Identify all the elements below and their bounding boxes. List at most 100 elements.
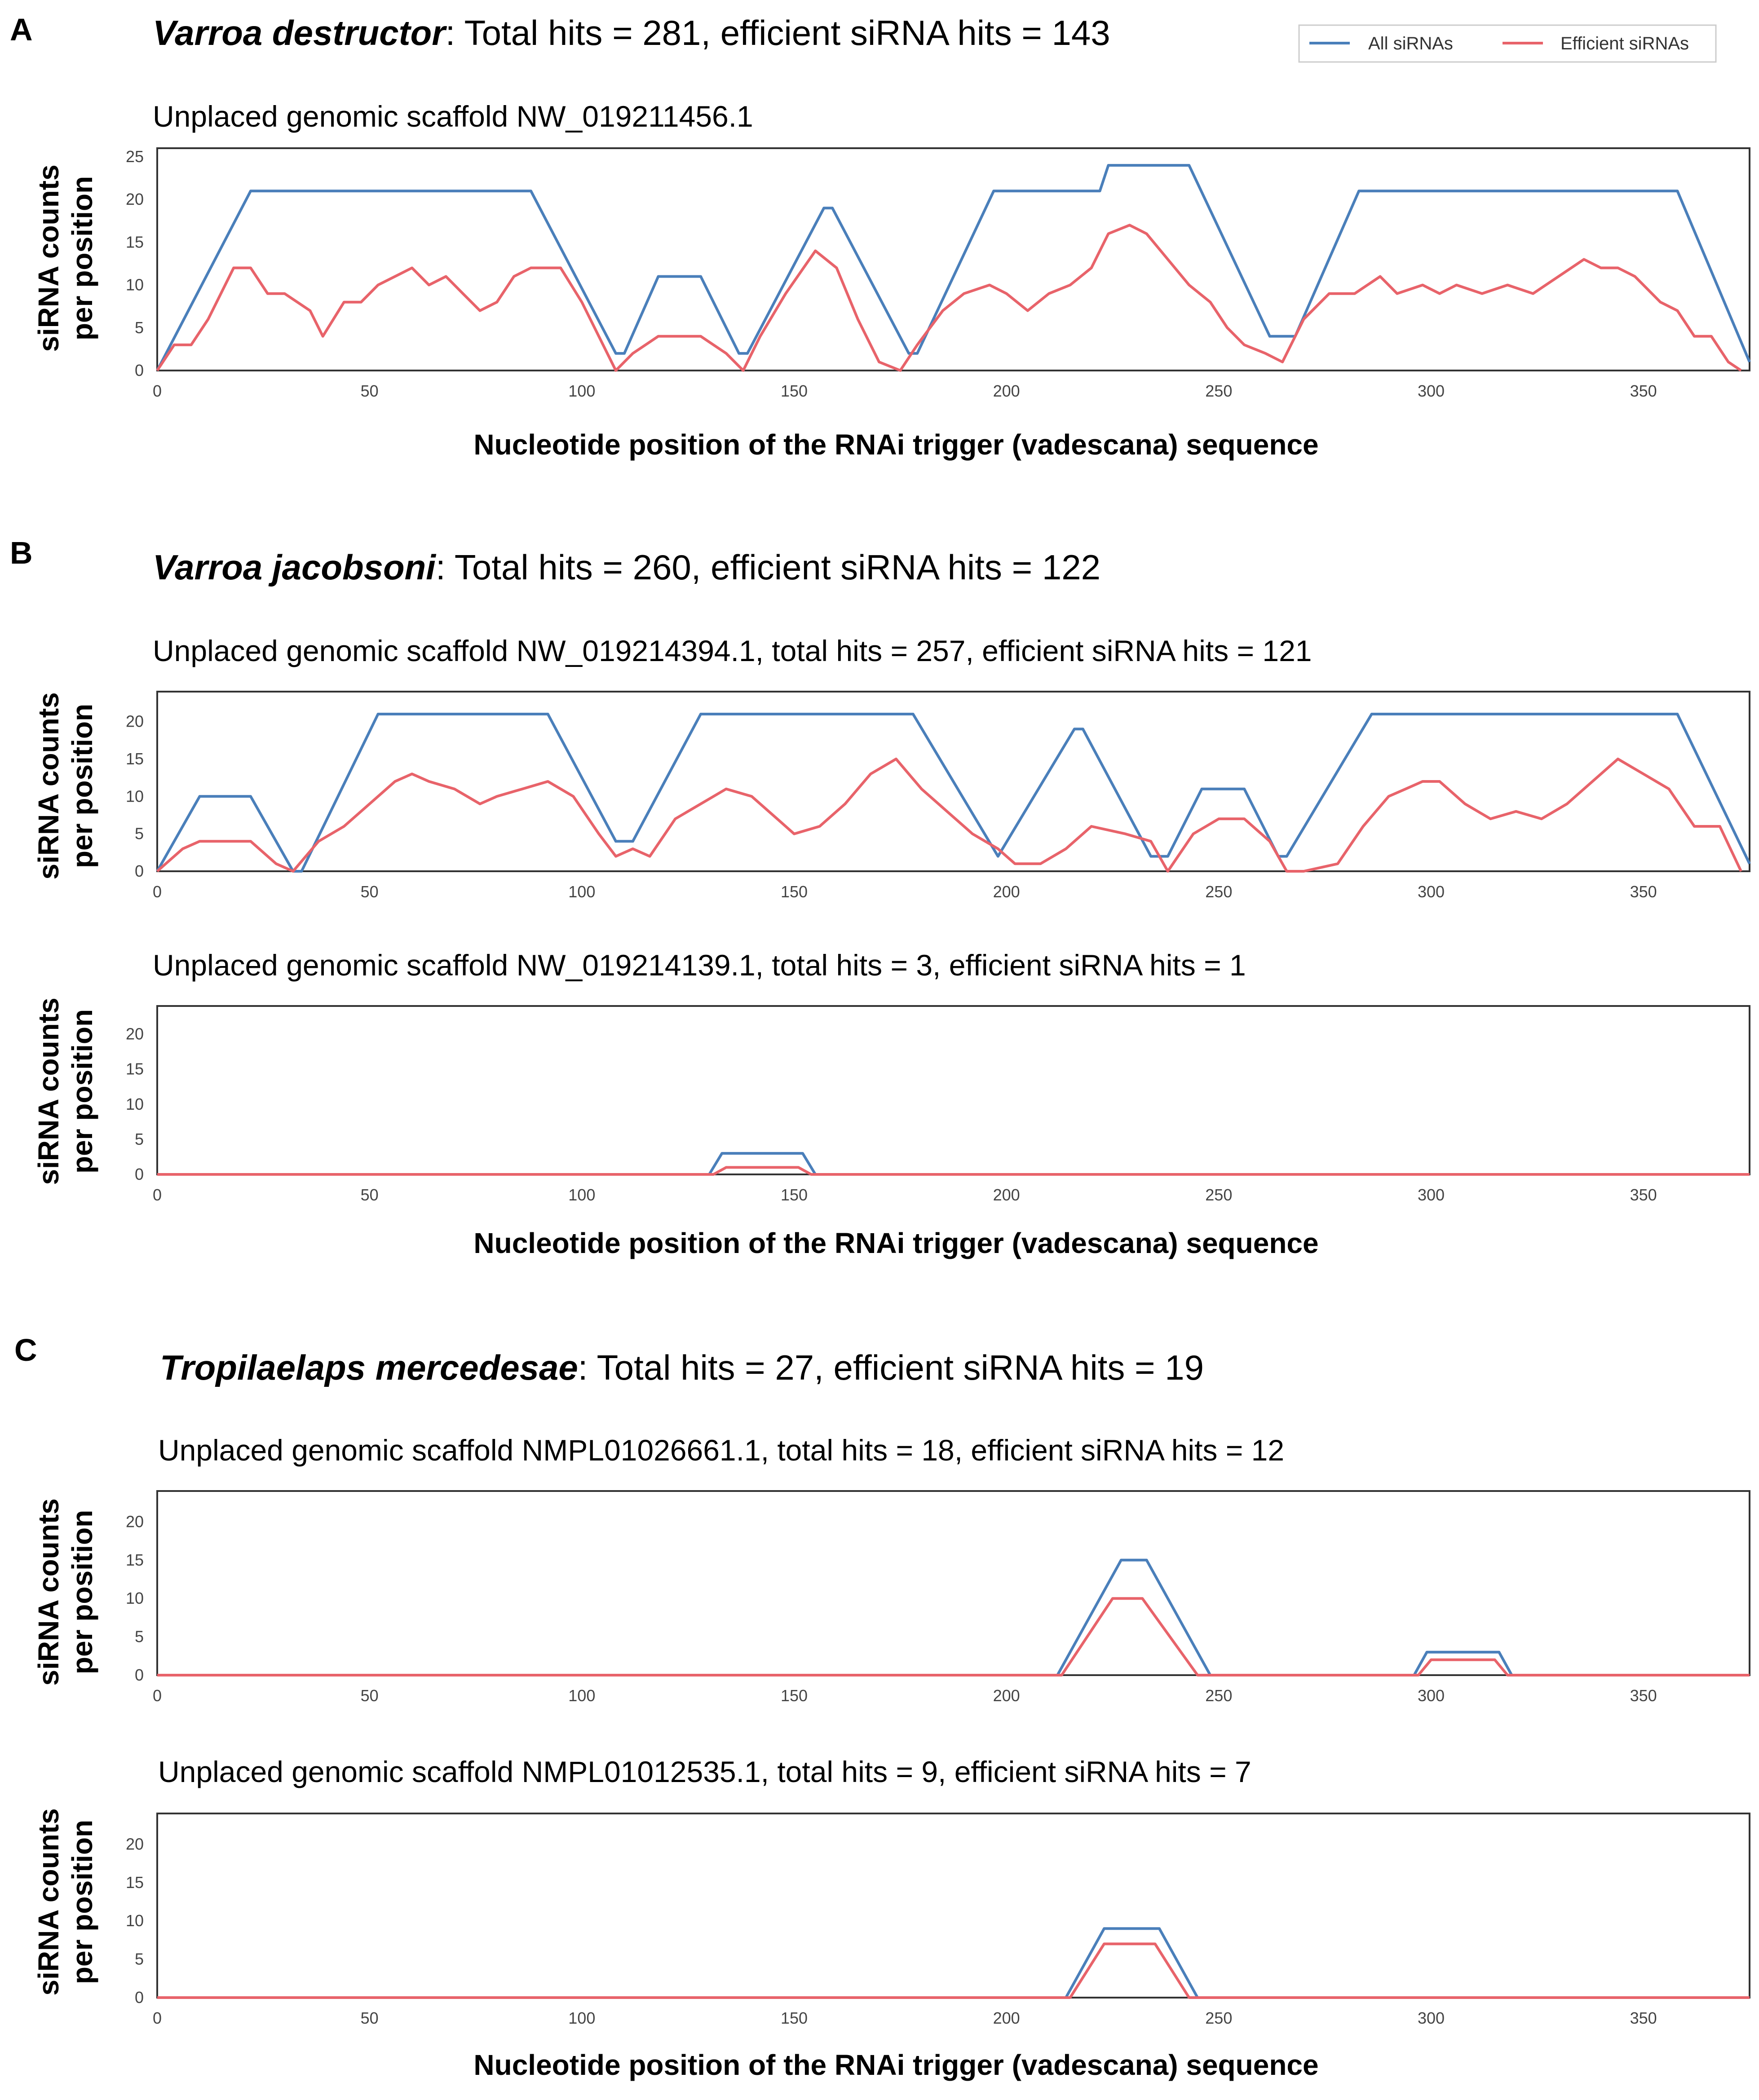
x-tick-label: 200 [993, 1686, 1020, 1705]
legend-efficient-label: Efficient siRNAs [1560, 34, 1689, 53]
y-tick-label: 15 [126, 1060, 144, 1078]
y-tick-label: 20 [126, 1025, 144, 1043]
x-tick-label: 350 [1630, 1186, 1657, 1204]
x-tick-label: 350 [1630, 1686, 1657, 1705]
subplot-3-title: Unplaced genomic scaffold NW_019214139.1… [153, 949, 1246, 982]
x-tick-label: 150 [781, 382, 808, 400]
y-tick-label: 15 [126, 1873, 144, 1892]
x-tick-label: 50 [361, 1186, 379, 1204]
y-tick-label: 0 [135, 862, 144, 880]
x-tick-label: 150 [781, 2009, 808, 2027]
x-tick-label: 200 [993, 2009, 1020, 2027]
y-tick-label: 20 [126, 1512, 144, 1531]
panel-letter-c: C [14, 1332, 37, 1368]
ylabel-line-1: siRNA counts [32, 997, 65, 1185]
series-line-all-sirnas [157, 1927, 1750, 1999]
subplot-2-title: Unplaced genomic scaffold NW_019214394.1… [153, 634, 1312, 667]
legend-all-label: All siRNAs [1368, 34, 1453, 53]
series-line-all-sirnas [157, 1558, 1750, 1676]
subplot-1-title: Unplaced genomic scaffold NW_019211456.1 [153, 100, 753, 133]
y-tick-label: 5 [135, 825, 144, 843]
y-tick-label: 5 [135, 1950, 144, 1968]
y-tick-label: 25 [126, 147, 144, 166]
panel-a-title: Varroa destructor: Total hits = 281, eff… [153, 13, 1110, 53]
ylabel-line-2: per position [66, 1820, 98, 1984]
y-tick-label: 15 [126, 1551, 144, 1569]
y-tick-label: 10 [126, 787, 144, 805]
x-tick-label: 0 [153, 882, 162, 901]
ylabel-line-2: per position [66, 176, 98, 340]
x-tick-label: 100 [568, 382, 595, 400]
subplot-1: 0 50 100 150 200 250 300 350 0 5 10 15 20 25 [126, 147, 1751, 400]
x-tick-label: 50 [361, 382, 379, 400]
subplot-4: 0 50 100 150 200 250 300 350 0 5 10 15 20 [126, 1490, 1750, 1705]
x-tick-label: 50 [361, 1686, 379, 1705]
x-tick-label: 200 [993, 1186, 1020, 1204]
x-tick-label: 350 [1630, 382, 1657, 400]
y-tick-label: 0 [135, 1988, 144, 2007]
panel-b-summary: : Total hits = 260, efficient siRNA hits… [436, 547, 1100, 587]
x-tick-label: 250 [1205, 1686, 1232, 1705]
subplot-5-title: Unplaced genomic scaffold NMPL01012535.1… [158, 1755, 1251, 1788]
panel-c-summary: : Total hits = 27, efficient siRNA hits … [578, 1348, 1204, 1387]
series-line-all-sirnas [157, 1152, 1750, 1176]
subplot-4-title: Unplaced genomic scaffold NMPL01026661.1… [158, 1434, 1284, 1467]
y-tick-label: 10 [126, 1589, 144, 1607]
ylabel-line-1: siRNA counts [32, 692, 65, 879]
x-tick-label: 0 [153, 1686, 162, 1705]
panel-a-species: Varroa destructor [153, 13, 447, 53]
x-tick-label: 50 [361, 882, 379, 901]
x-tick-label: 100 [568, 2009, 595, 2027]
y-tick-label: 5 [135, 1130, 144, 1148]
panel-c-species: Tropilaelaps mercedesae [160, 1348, 578, 1387]
ylabel-line-1: siRNA counts [32, 1808, 65, 1995]
series-line-efficient-sirnas [156, 758, 1742, 873]
subplot-4-ylabel: siRNA counts per position [32, 1498, 98, 1685]
x-tick-label: 200 [993, 382, 1020, 400]
ylabel-line-2: per position [66, 704, 98, 868]
series-line-all-sirnas [156, 164, 1751, 371]
plot-frame [156, 1005, 1750, 1175]
series-line-efficient-sirnas [157, 1166, 1750, 1176]
x-tick-label: 250 [1205, 882, 1232, 901]
x-tick-label: 300 [1418, 1186, 1445, 1204]
plot-frame [156, 1813, 1750, 1999]
panel-b-xlabel: Nucleotide position of the RNAi trigger … [473, 1227, 1318, 1259]
y-tick-label: 0 [135, 361, 144, 379]
y-tick-label: 20 [126, 190, 144, 208]
panel-a-summary: : Total hits = 281, efficient siRNA hits… [446, 13, 1110, 53]
x-tick-label: 150 [781, 1686, 808, 1705]
x-tick-label: 250 [1205, 382, 1232, 400]
plot-frame [156, 1490, 1750, 1676]
panel-letter-a: A [10, 12, 33, 47]
y-tick-label: 0 [135, 1165, 144, 1183]
x-tick-label: 100 [568, 1186, 595, 1204]
y-tick-label: 15 [126, 233, 144, 251]
panel-c-title: Tropilaelaps mercedesae: Total hits = 27… [160, 1348, 1204, 1387]
ylabel-line-1: siRNA counts [32, 164, 65, 352]
x-tick-label: 0 [153, 1186, 162, 1204]
x-tick-label: 50 [361, 2009, 379, 2027]
subplot-3-ylabel: siRNA counts per position [32, 997, 98, 1185]
y-tick-label: 10 [126, 1911, 144, 1930]
subplot-1-ylabel: siRNA counts per position [32, 164, 98, 352]
subplot-5-ylabel: siRNA counts per position [32, 1808, 98, 1995]
y-tick-label: 20 [126, 1835, 144, 1853]
x-tick-label: 350 [1630, 2009, 1657, 2027]
x-tick-label: 300 [1418, 1686, 1445, 1705]
subplot-2-ylabel: siRNA counts per position [32, 692, 98, 879]
x-tick-label: 300 [1418, 382, 1445, 400]
y-tick-label: 5 [135, 318, 144, 337]
series-line-all-sirnas [156, 713, 1751, 873]
x-tick-label: 250 [1205, 1186, 1232, 1204]
ylabel-line-2: per position [66, 1510, 98, 1674]
x-tick-label: 0 [153, 382, 162, 400]
x-tick-label: 0 [153, 2009, 162, 2027]
legend: All siRNAs Efficient siRNAs [1298, 24, 1717, 63]
subplot-5: 0 50 100 150 200 250 300 350 0 5 10 15 20 [126, 1813, 1750, 2027]
x-tick-label: 100 [568, 882, 595, 901]
plot-frame [156, 147, 1750, 371]
y-tick-label: 20 [126, 712, 144, 731]
subplot-2: 0 50 100 150 200 250 300 350 0 5 10 15 20 [126, 691, 1751, 901]
